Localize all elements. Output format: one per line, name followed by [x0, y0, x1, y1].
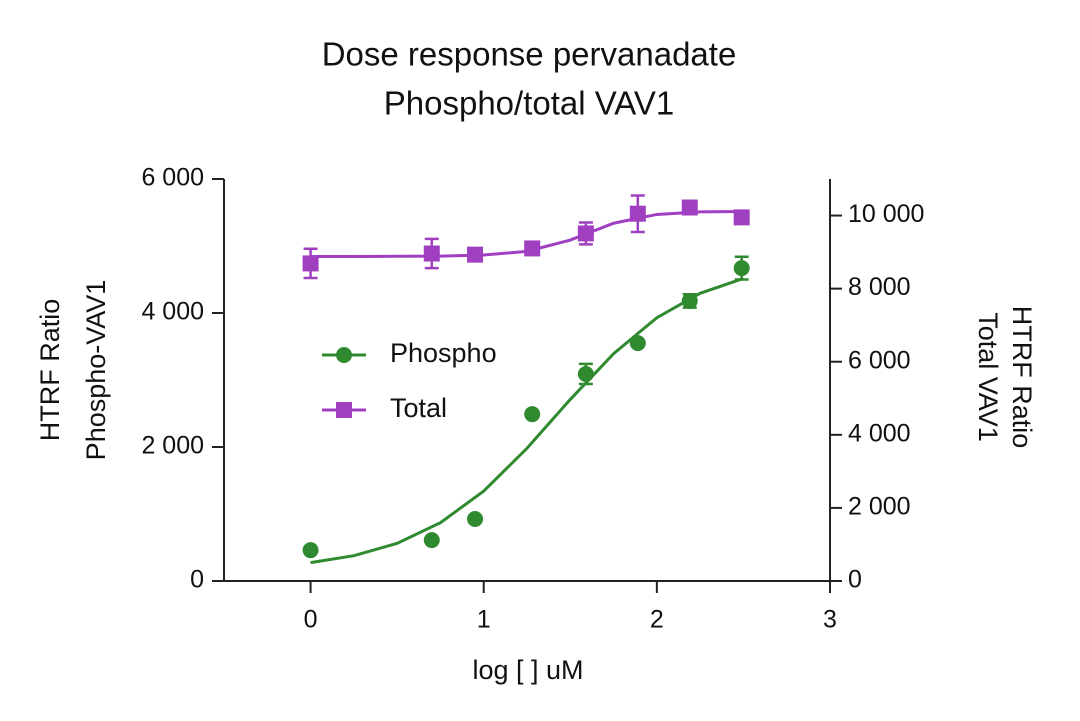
data-point [733, 209, 750, 226]
y-axis-label: Phospho-VAV1 [81, 280, 111, 461]
data-point [681, 292, 698, 309]
y2-tick-label: 0 [848, 566, 862, 594]
y2-tick-label: 8 000 [848, 273, 911, 301]
y-tick-label: 2 000 [141, 432, 204, 460]
chart-title: Phospho/total VAV1 [384, 85, 674, 122]
data-point [524, 240, 541, 257]
chart-title: Dose response pervanadate [322, 36, 737, 73]
y2-tick-label: 6 000 [848, 346, 911, 374]
fit-curve [310, 277, 744, 565]
y-axis-label: HTRF Ratio [35, 299, 65, 442]
data-point [302, 255, 319, 272]
data-point [302, 542, 319, 559]
y-tick-label: 0 [190, 566, 204, 594]
x-tick-label: 2 [650, 606, 664, 634]
y2-tick-label: 2 000 [848, 493, 911, 521]
data-point [629, 205, 646, 222]
y2-axis-label: HTRF Ratio [1007, 306, 1037, 449]
y2-tick-label: 10 000 [848, 200, 924, 228]
data-point [629, 335, 646, 352]
data-point [681, 199, 698, 216]
legend-marker [336, 402, 352, 418]
legend-label: Phospho [390, 338, 497, 368]
data-point [577, 225, 594, 242]
x-tick-label: 3 [823, 606, 837, 634]
data-point [423, 245, 440, 262]
data-point [467, 511, 484, 528]
y2-tick-label: 4 000 [848, 419, 911, 447]
data-point [524, 406, 541, 423]
data-point [423, 532, 440, 549]
x-axis-label: log [ ] uM [472, 655, 583, 685]
x-tick-label: 0 [304, 606, 318, 634]
data-point [577, 365, 594, 382]
legend-label: Total [390, 393, 447, 423]
legend-marker [336, 347, 352, 363]
y2-axis-label: Total VAV1 [973, 312, 1003, 442]
y-tick-label: 6 000 [141, 164, 204, 192]
data-point [733, 260, 750, 277]
data-point [467, 246, 484, 263]
y-tick-label: 4 000 [141, 298, 204, 326]
x-tick-label: 1 [477, 606, 491, 634]
